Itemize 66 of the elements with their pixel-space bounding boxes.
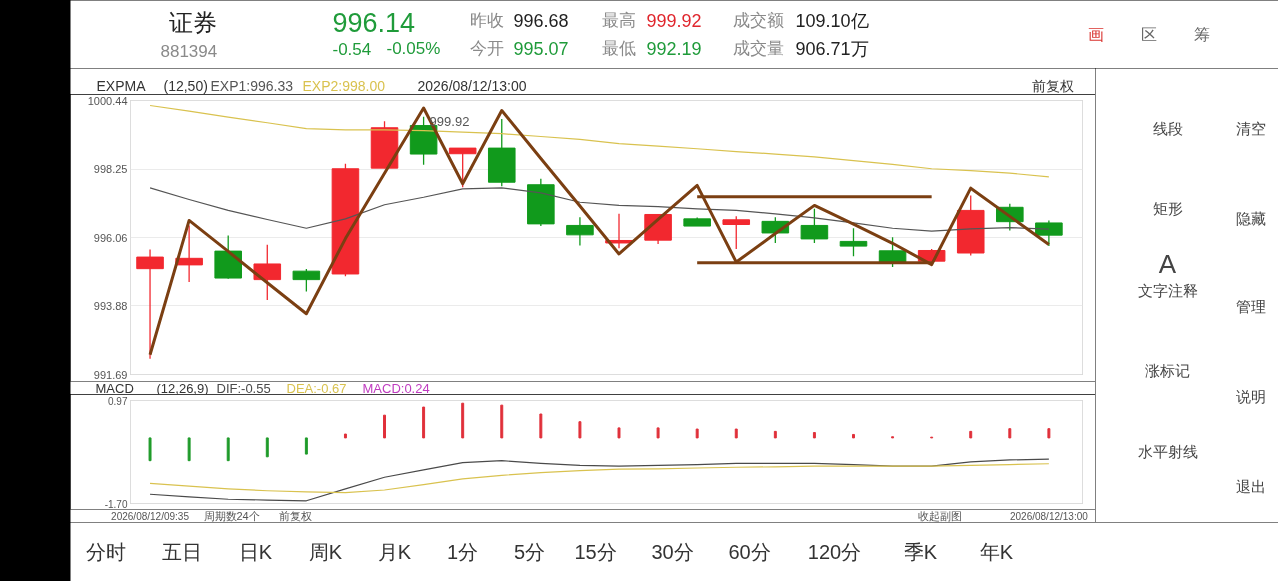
candlestick: [136, 248, 164, 360]
text: 区: [1140, 26, 1157, 43]
text: 说明: [1235, 388, 1266, 405]
text: 日K: [238, 540, 273, 563]
text: 995.07: [513, 39, 569, 59]
text: 60分: [728, 540, 771, 563]
text: 季K: [903, 540, 938, 563]
text: 涨标记: [1145, 362, 1190, 379]
text: -0.05%: [386, 39, 441, 58]
text: 分时: [85, 540, 126, 563]
y-tick-label: 998.25: [93, 163, 128, 176]
text: 109.10亿: [795, 10, 869, 31]
candlestick: [722, 215, 751, 250]
y-tick-label: 996.06: [93, 231, 128, 244]
text: 成交额: [732, 11, 784, 30]
text: MACD: [95, 380, 134, 396]
text: DEA:-0.67: [286, 380, 347, 396]
line-series: [149, 104, 1050, 178]
text: 最高: [601, 11, 636, 30]
text: 周期数24个: [203, 510, 260, 522]
text: 999.92: [646, 11, 702, 31]
y-tick-label: 0.97: [108, 395, 128, 407]
text: MACD:0.24: [362, 380, 430, 396]
text: 筹: [1193, 26, 1210, 43]
x-tick-label: 2026/08/12/09:35: [111, 510, 190, 522]
line-series: [149, 463, 1050, 494]
text: 退出: [1235, 478, 1266, 495]
text: 前复权: [278, 510, 312, 522]
text: 5分: [513, 540, 546, 563]
text: 成交量: [732, 39, 784, 58]
y-tick-label: 991.69: [93, 368, 128, 381]
y-tick-label: 993.88: [93, 299, 128, 312]
text: 矩形: [1152, 200, 1183, 217]
text: 996.68: [513, 11, 569, 31]
text: 证券: [168, 9, 217, 36]
text: 收起副图: [917, 510, 962, 522]
text: 月K: [377, 540, 412, 563]
text: 15分: [574, 540, 617, 563]
line-series: [149, 458, 1050, 502]
text: 线段: [1152, 120, 1183, 137]
text: 清空: [1235, 120, 1266, 137]
text: 周K: [308, 540, 343, 563]
text: 隐藏: [1235, 210, 1266, 227]
text: 最低: [601, 39, 636, 58]
text: 昨收: [469, 11, 504, 30]
text: 996.14: [332, 8, 416, 38]
line-series: [148, 106, 1051, 357]
text: 992.19: [646, 39, 702, 59]
text: 画: [1087, 26, 1104, 43]
text: 1分: [446, 540, 479, 563]
candlestick: [839, 227, 868, 257]
text: 管理: [1235, 298, 1266, 315]
text: 文字注释: [1137, 282, 1198, 299]
text: 881394: [160, 41, 218, 61]
text: 水平射线: [1137, 443, 1198, 460]
text: A: [1158, 248, 1177, 279]
text: 年K: [979, 540, 1014, 563]
candlestick: [175, 224, 203, 283]
text: 五日: [161, 540, 202, 563]
text: DIF:-0.55: [216, 380, 271, 396]
text: -0.54: [332, 39, 372, 59]
text: 906.71万: [795, 38, 869, 59]
y-tick-label: -1.70: [104, 498, 128, 510]
text: 今开: [469, 39, 504, 58]
text: 30分: [651, 540, 694, 563]
text: 120分: [807, 540, 862, 563]
